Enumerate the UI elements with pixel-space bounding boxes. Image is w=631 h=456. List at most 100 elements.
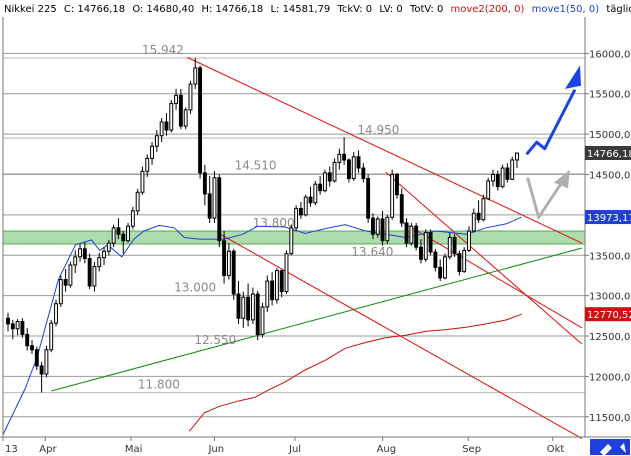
candle-body bbox=[178, 94, 183, 127]
forecast-arrows bbox=[525, 65, 581, 219]
candle-body bbox=[462, 249, 467, 272]
y-tick-label: 13000,00 bbox=[589, 292, 631, 303]
candle-body bbox=[270, 280, 275, 301]
candle-body bbox=[260, 306, 265, 335]
candle-body bbox=[121, 233, 126, 242]
candle-body bbox=[150, 145, 154, 159]
candle-body bbox=[495, 174, 500, 188]
candle-body bbox=[212, 177, 217, 219]
y-tick-label: 16000,00 bbox=[589, 49, 631, 60]
candle-body bbox=[63, 279, 68, 286]
candle-body bbox=[82, 248, 87, 260]
price-boxes: 14766,18 13973,17 12770,52 bbox=[585, 146, 631, 322]
candle-body bbox=[34, 349, 39, 367]
candle-body bbox=[39, 365, 44, 375]
candle-body bbox=[385, 216, 390, 242]
candle-body bbox=[313, 183, 318, 204]
candle-body bbox=[274, 270, 279, 301]
candle-body bbox=[481, 198, 486, 221]
candle-body bbox=[169, 102, 174, 131]
y-tick-label: 12000,00 bbox=[589, 372, 631, 383]
candle-body bbox=[130, 210, 135, 227]
candle-body bbox=[106, 242, 111, 252]
candle-body bbox=[399, 194, 404, 224]
candle-body bbox=[471, 212, 476, 232]
candle-body bbox=[351, 156, 356, 180]
candle-body bbox=[356, 156, 361, 169]
candle-body bbox=[198, 67, 203, 174]
candle-body bbox=[116, 227, 121, 235]
candles bbox=[6, 58, 519, 393]
candle-body bbox=[515, 152, 519, 161]
candle-body bbox=[380, 218, 385, 242]
alternate-arrow-line bbox=[526, 177, 565, 219]
candle-body bbox=[193, 67, 198, 85]
candle-body bbox=[279, 270, 284, 293]
candle-body bbox=[467, 230, 471, 251]
candle-body bbox=[414, 225, 419, 248]
ma200-line bbox=[188, 313, 522, 432]
last-price-box-label: 14766,18 bbox=[587, 149, 631, 160]
candle-body bbox=[457, 253, 462, 272]
candle-body bbox=[500, 167, 505, 188]
drawing-tool-button[interactable] bbox=[590, 439, 630, 456]
candle-body bbox=[265, 280, 270, 308]
y-axis: 11500,00 12000,00 12500,00 13000,00 13500,00… bbox=[585, 49, 631, 424]
period-label: täglich bbox=[606, 4, 631, 15]
level-label: 15.942 bbox=[142, 43, 184, 57]
candle-body bbox=[322, 172, 327, 192]
candle-body bbox=[298, 207, 303, 216]
candle-body bbox=[102, 250, 106, 259]
candle-body bbox=[188, 83, 193, 111]
candle-body bbox=[15, 321, 20, 330]
candle-body bbox=[207, 193, 212, 219]
candle-body bbox=[154, 135, 159, 147]
candle-body bbox=[54, 303, 58, 324]
candle-body bbox=[486, 180, 491, 200]
candle-body bbox=[78, 248, 82, 258]
grid-lines bbox=[3, 52, 585, 418]
high-value: H: 14766,18 bbox=[201, 4, 263, 15]
tick-volume: TckV: 0 bbox=[336, 4, 372, 15]
level-label: 11.800 bbox=[138, 378, 180, 392]
x-tick-label: Apr bbox=[39, 444, 57, 455]
x-tick-label: Okt bbox=[547, 444, 565, 455]
x-tick-label: Jun bbox=[207, 444, 224, 455]
candle-body bbox=[289, 227, 294, 255]
candle-body bbox=[73, 256, 78, 266]
y-tick-label: 15500,00 bbox=[589, 90, 631, 101]
candle-body bbox=[6, 317, 10, 325]
y-tick-label: 12500,00 bbox=[589, 332, 631, 343]
candle-body bbox=[510, 159, 515, 180]
candle-body bbox=[284, 253, 289, 293]
candle-body bbox=[423, 232, 428, 260]
candle-body bbox=[246, 296, 251, 321]
candle-body bbox=[164, 121, 169, 131]
candle-body bbox=[438, 266, 443, 279]
candle-body bbox=[97, 257, 102, 268]
ma50-price-box bbox=[585, 210, 631, 225]
alternate-arrow-head bbox=[553, 169, 570, 189]
level-label: 13.640 bbox=[351, 245, 393, 259]
y-tick-label: 11500,00 bbox=[589, 413, 631, 424]
candle-body bbox=[126, 225, 130, 242]
candle-body bbox=[366, 178, 371, 219]
candle-body bbox=[174, 94, 179, 104]
candle-body bbox=[447, 237, 452, 258]
candle-body bbox=[111, 227, 116, 244]
candle-body bbox=[30, 345, 34, 351]
candle-body bbox=[159, 121, 164, 137]
candle-body bbox=[217, 177, 222, 242]
bullish-arrow-head bbox=[564, 65, 581, 89]
candle-body bbox=[226, 250, 231, 276]
candle-body bbox=[183, 109, 188, 127]
candle-body bbox=[25, 333, 30, 347]
candle-body bbox=[342, 153, 347, 161]
candle-body bbox=[49, 322, 54, 351]
candle-body bbox=[327, 172, 332, 182]
ma200-price-box-label: 12770,52 bbox=[587, 310, 631, 321]
candle-body bbox=[390, 174, 395, 218]
level-label: 13.000 bbox=[174, 281, 216, 295]
